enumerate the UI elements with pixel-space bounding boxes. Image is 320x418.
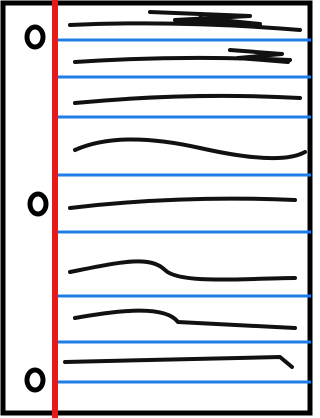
binder-hole	[27, 370, 43, 390]
notebook-page-icon	[0, 0, 314, 418]
binder-hole	[30, 194, 46, 214]
page-border	[3, 3, 310, 413]
binder-hole	[27, 27, 43, 47]
